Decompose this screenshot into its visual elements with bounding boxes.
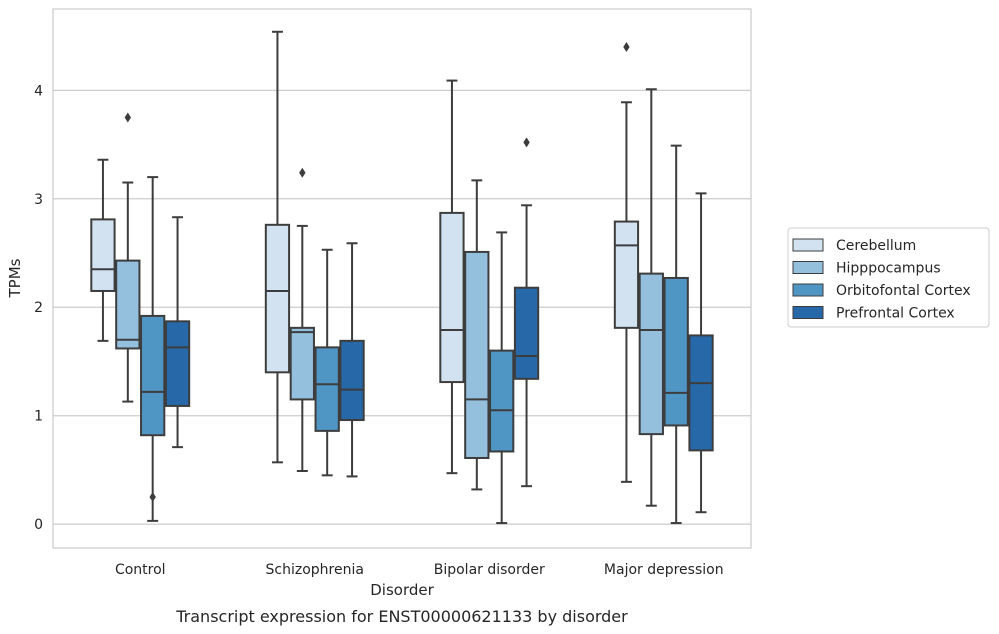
x-tick-label: Major depression <box>604 562 724 578</box>
legend-label: Orbitofontal Cortex <box>836 283 971 299</box>
box-iqr <box>289 326 315 401</box>
y-tick-label: 1 <box>34 409 43 425</box>
legend: Cerebellum Hipppocampus Orbitofontal Corte… <box>787 227 990 328</box>
box-iqr <box>688 334 714 452</box>
outlier-point <box>523 137 530 148</box>
x-tick-labels: Control Schizophrenia Bipolar disorder Majo… <box>115 562 724 578</box>
legend-label: Cerebellum <box>836 238 916 254</box>
y-axis-title: TPMs <box>6 258 24 298</box>
box-1-1 <box>289 167 315 472</box>
box-1-3 <box>339 242 365 478</box>
box-0-1 <box>115 112 141 403</box>
legend-swatch <box>792 261 824 274</box>
box-3-2 <box>663 144 689 525</box>
box-2-3 <box>513 137 540 488</box>
box-2-1 <box>464 179 490 491</box>
box-3-3 <box>688 192 714 514</box>
box-iqr <box>264 223 291 374</box>
outlier-point <box>149 492 156 503</box>
legend-entries: Cerebellum Hipppocampus Orbitofontal Corte… <box>792 238 971 322</box>
outlier-point <box>299 167 306 178</box>
y-tick-labels: 0 1 2 3 4 <box>34 83 43 533</box>
box-iqr <box>638 272 664 436</box>
box-iqr <box>464 250 490 459</box>
x-tick-label: Schizophrenia <box>266 562 364 578</box>
box-iqr <box>439 211 465 384</box>
legend-label: Prefrontal Cortex <box>836 306 955 322</box>
box-3-0 <box>613 41 640 483</box>
legend-swatch <box>792 306 824 319</box>
box-iqr <box>339 339 365 422</box>
legend-swatch <box>792 238 824 252</box>
box-iqr <box>314 346 340 432</box>
plot-frame <box>52 8 752 549</box>
box-iqr <box>164 320 191 407</box>
x-tick-label: Bipolar disorder <box>434 562 545 578</box>
chart-caption: Transcript expression for ENST0000062113… <box>175 607 628 626</box>
box-0-3 <box>164 216 191 449</box>
box-2-0 <box>439 79 465 475</box>
box-iqr <box>663 276 689 427</box>
box-1-2 <box>314 248 340 477</box>
outlier-point <box>124 112 132 123</box>
x-axis-title: Disorder <box>370 581 434 599</box>
legend-frame <box>787 227 990 328</box>
boxes <box>90 30 714 525</box>
y-tick-label: 0 <box>34 517 43 533</box>
box-iqr <box>90 218 116 292</box>
legend-swatch <box>792 283 824 297</box>
y-tick-label: 4 <box>34 83 43 99</box>
box-iqr <box>140 314 166 437</box>
box-1-0 <box>264 30 291 464</box>
box-iqr <box>613 220 640 329</box>
x-tick-label: Control <box>115 562 166 578</box>
box-0-2 <box>140 176 166 522</box>
box-iqr <box>115 259 141 350</box>
box-2-2 <box>489 231 515 525</box>
box-3-1 <box>638 88 664 507</box>
grid-lines <box>53 89 751 525</box>
outlier-point <box>623 41 630 52</box>
box-iqr <box>489 349 515 453</box>
y-tick-label: 2 <box>34 300 43 316</box>
y-tick-label: 3 <box>34 192 43 208</box>
box-0-0 <box>90 158 116 342</box>
legend-label: Hipppocampus <box>836 261 941 277</box>
box-iqr <box>513 286 540 380</box>
